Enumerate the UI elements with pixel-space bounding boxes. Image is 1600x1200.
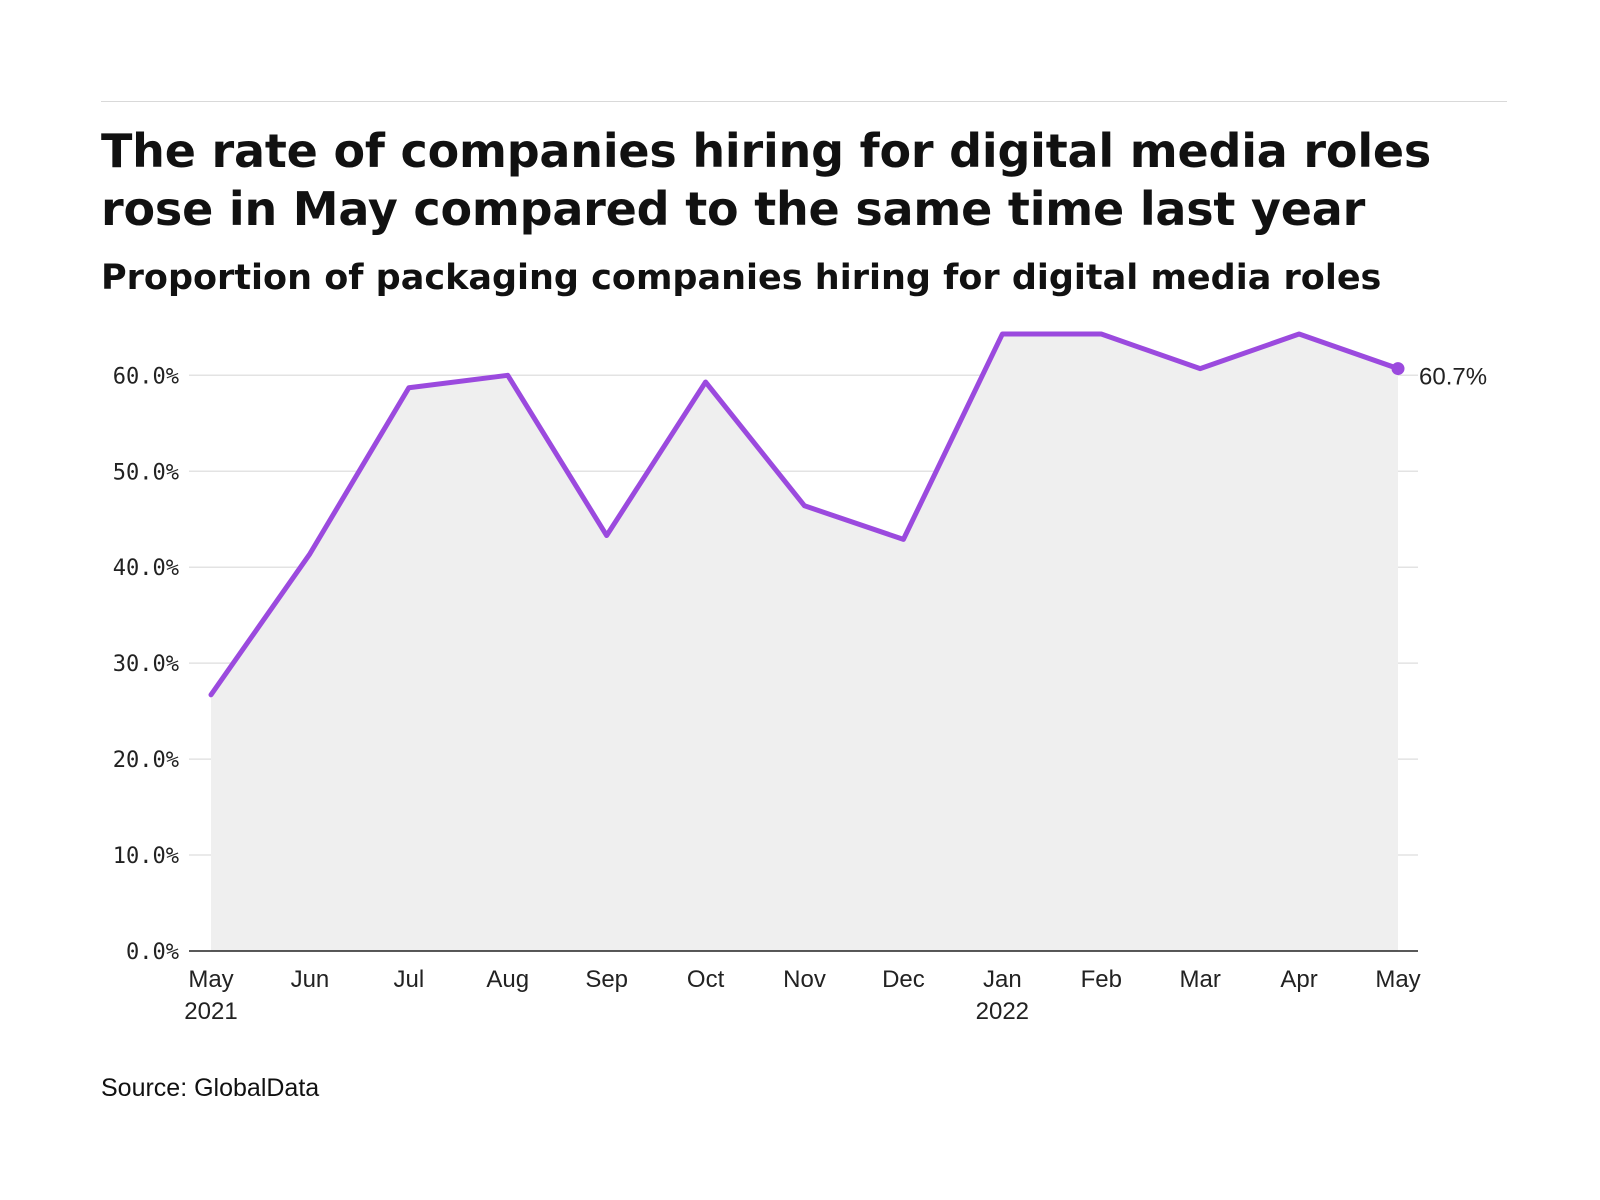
- x-tick-label: Aug: [486, 966, 529, 993]
- y-tick-label: 60.0%: [113, 364, 179, 389]
- x-tick-label: Sep: [585, 966, 628, 993]
- series-line: [208, 331, 1401, 698]
- x-tick-label: Feb: [1081, 966, 1122, 993]
- x-tick-label: Jul: [393, 966, 424, 993]
- x-tick-label: May: [1375, 966, 1420, 993]
- y-axis-ticks: 0.0% 10.0% 20.0% 30.0% 40.0% 50.0% 60.0%: [113, 364, 179, 965]
- x-tick-label: Apr: [1280, 966, 1317, 993]
- y-tick-label: 50.0%: [113, 460, 179, 485]
- x-tick-label: Dec: [882, 966, 925, 993]
- x-axis-ticks: May 2021 Jun Jul Aug Sep Oct Nov Dec Jan 2022 Feb Ma…: [184, 966, 1420, 1025]
- top-divider: [101, 101, 1507, 102]
- y-tick-label: 20.0%: [113, 748, 179, 773]
- x-tick-label: Mar: [1179, 966, 1220, 993]
- y-tick-label: 10.0%: [113, 844, 179, 869]
- y-tick-label: 40.0%: [113, 556, 179, 581]
- y-tick-label: 0.0%: [126, 940, 179, 965]
- source-note: Source: GlobalData: [101, 1074, 320, 1102]
- x-tick-label: May: [188, 966, 233, 993]
- x-tick-label: Jun: [291, 966, 330, 993]
- last-data-point: [1391, 362, 1405, 376]
- line-chart: 0.0% 10.0% 20.0% 30.0% 40.0% 50.0% 60.0% May 20…: [113, 331, 1487, 1025]
- last-value-label: 60.7%: [1419, 364, 1487, 391]
- x-tick-year-label: 2022: [976, 998, 1029, 1025]
- chart-subtitle: Proportion of packaging companies hiring…: [101, 258, 1382, 298]
- chart-title: The rate of companies hiring for digital…: [101, 124, 1432, 236]
- x-tick-label: Nov: [783, 966, 826, 993]
- x-tick-label: Oct: [687, 966, 725, 993]
- x-tick-year-label: 2021: [184, 998, 237, 1025]
- x-tick-label: Jan: [983, 966, 1022, 993]
- area-fill: [211, 334, 1398, 951]
- y-tick-label: 30.0%: [113, 652, 179, 677]
